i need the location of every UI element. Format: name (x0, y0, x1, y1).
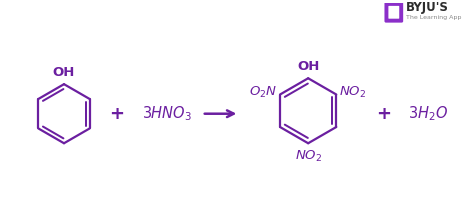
Text: $O_2N$: $O_2N$ (249, 85, 277, 100)
Text: $3HNO_3$: $3HNO_3$ (142, 104, 192, 123)
Text: OH: OH (297, 60, 319, 73)
FancyBboxPatch shape (388, 6, 399, 19)
Text: $3H_2O$: $3H_2O$ (408, 104, 448, 123)
Text: BYJU'S: BYJU'S (406, 1, 448, 14)
FancyBboxPatch shape (384, 2, 403, 23)
Text: +: + (109, 105, 124, 123)
Text: $NO_2$: $NO_2$ (294, 149, 322, 164)
Text: The Learning App: The Learning App (406, 15, 461, 20)
Text: $NO_2$: $NO_2$ (339, 85, 366, 100)
Text: OH: OH (53, 66, 75, 79)
Text: +: + (376, 105, 392, 123)
